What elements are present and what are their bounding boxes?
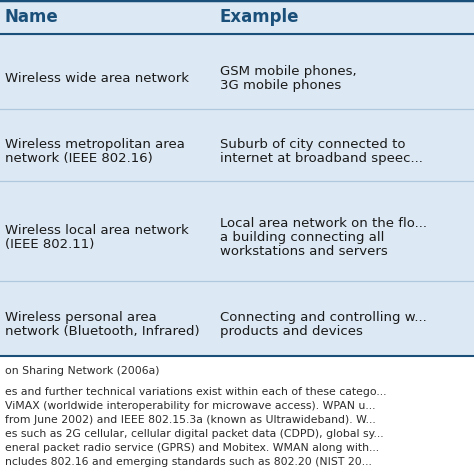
Text: Wireless wide area network: Wireless wide area network	[5, 72, 189, 84]
Bar	[0, 181, 474, 281]
Text: eneral packet radio service (GPRS) and Mobitex. WMAN along with...: eneral packet radio service (GPRS) and M…	[5, 443, 379, 453]
Text: 3G mobile phones: 3G mobile phones	[220, 79, 341, 91]
Text: (IEEE 802.11): (IEEE 802.11)	[5, 238, 94, 251]
Text: Suburb of city connected to: Suburb of city connected to	[220, 138, 405, 151]
Text: ncludes 802.16 and emerging standards such as 802.20 (NIST 20...: ncludes 802.16 and emerging standards su…	[5, 457, 372, 467]
Text: network (IEEE 802.16): network (IEEE 802.16)	[5, 152, 153, 165]
Bar	[0, 34, 474, 109]
Text: products and devices: products and devices	[220, 326, 363, 338]
Bar	[0, 356, 474, 474]
Text: Local area network on the flo...: Local area network on the flo...	[220, 217, 427, 230]
Text: on Sharing Network (2006a): on Sharing Network (2006a)	[5, 366, 159, 376]
Text: Wireless local area network: Wireless local area network	[5, 224, 189, 237]
Text: es such as 2G cellular, cellular digital packet data (CDPD), global sy...: es such as 2G cellular, cellular digital…	[5, 429, 383, 439]
Bar	[0, 109, 474, 181]
Text: ViMAX (worldwide interoperability for microwave access). WPAN u...: ViMAX (worldwide interoperability for mi…	[5, 401, 375, 411]
Text: Example: Example	[220, 8, 300, 26]
Text: Connecting and controlling w...: Connecting and controlling w...	[220, 311, 427, 325]
Text: es and further technical variations exist within each of these catego...: es and further technical variations exis…	[5, 387, 386, 397]
Bar	[0, 281, 474, 356]
Text: Name: Name	[5, 8, 59, 26]
Bar	[0, 0, 474, 34]
Text: workstations and servers: workstations and servers	[220, 245, 388, 258]
Text: network (Bluetooth, Infrared): network (Bluetooth, Infrared)	[5, 326, 200, 338]
Text: Wireless metropolitan area: Wireless metropolitan area	[5, 138, 185, 151]
Text: from June 2002) and IEEE 802.15.3a (known as Ultrawideband). W...: from June 2002) and IEEE 802.15.3a (know…	[5, 415, 376, 425]
Text: GSM mobile phones,: GSM mobile phones,	[220, 64, 356, 78]
Text: Wireless personal area: Wireless personal area	[5, 311, 157, 325]
Text: internet at broadband speec...: internet at broadband speec...	[220, 152, 423, 165]
Text: a building connecting all: a building connecting all	[220, 231, 384, 244]
